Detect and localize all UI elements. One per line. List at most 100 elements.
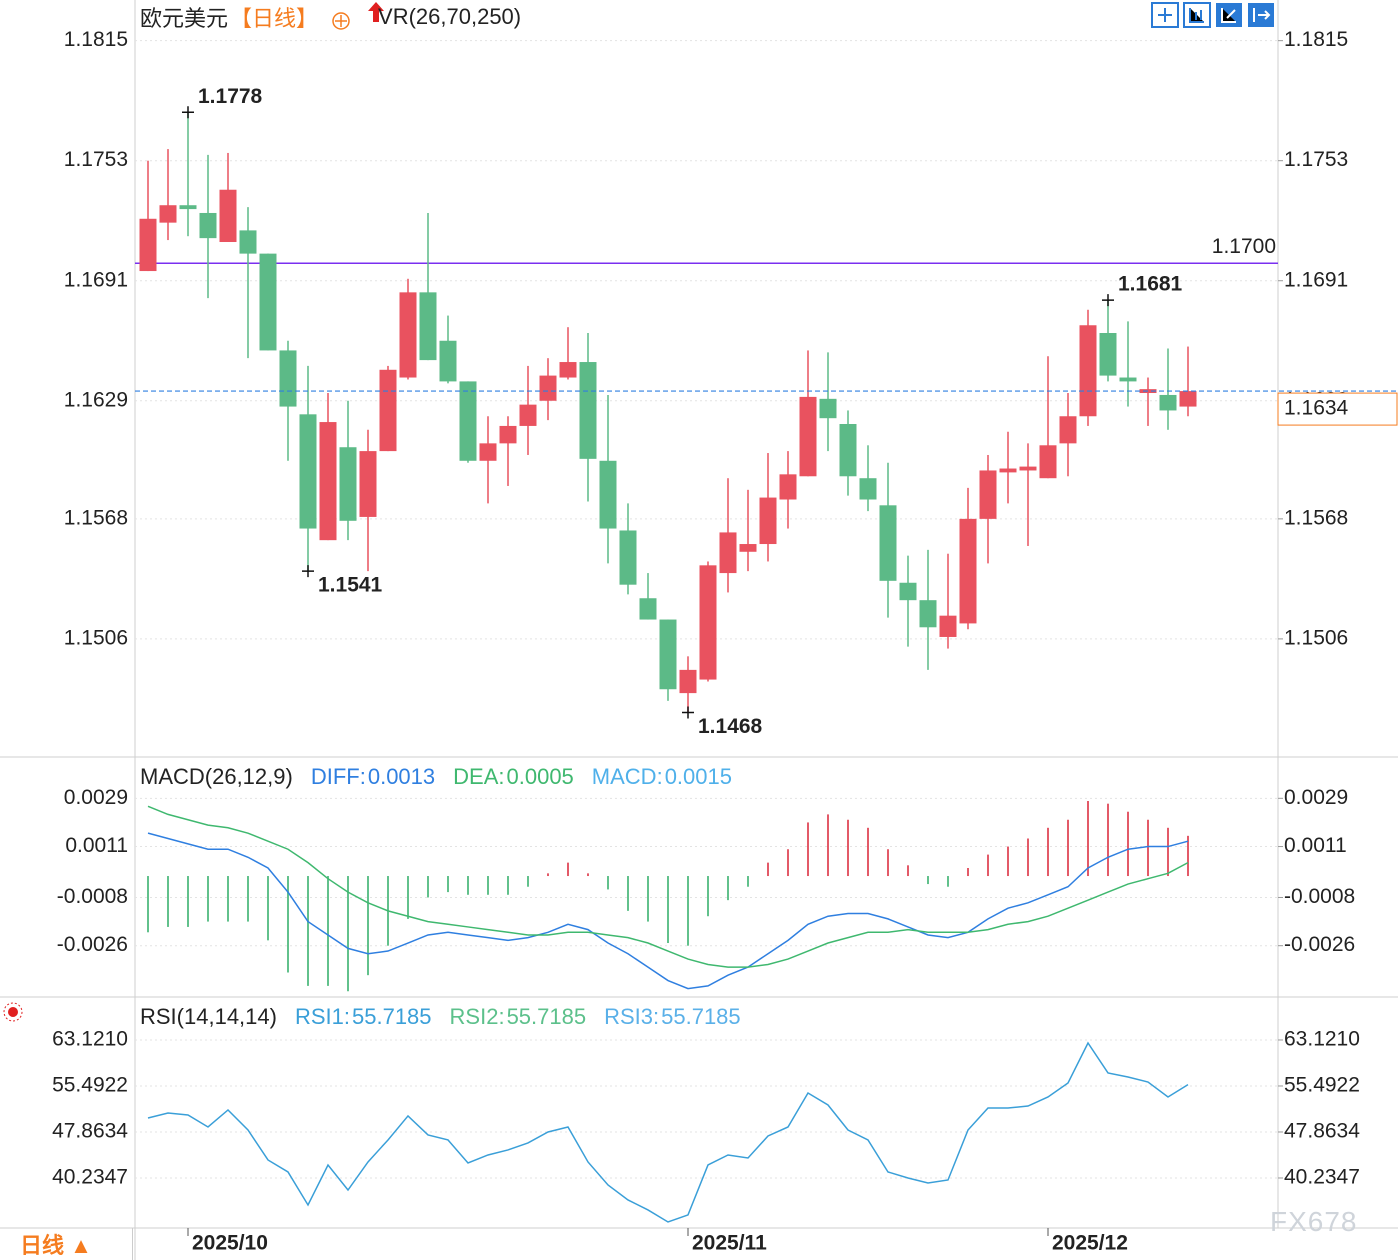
- candle-body: [559, 362, 577, 378]
- macd-title: MACD(26,12,9): [140, 764, 293, 789]
- legend-name: RSI2:: [449, 1004, 505, 1029]
- y-tick-label: 1.1506: [1284, 626, 1348, 649]
- add-icon[interactable]: [332, 12, 350, 30]
- rsi-legend: RSI(14,14,14) RSI1: 55.7185 RSI2: 55.7185 RS…: [140, 1003, 743, 1031]
- y-tick-label: 40.2347: [1284, 1166, 1360, 1189]
- y-tick-label: 1.1506: [64, 626, 128, 649]
- candle-body: [979, 470, 997, 519]
- candle-body: [259, 253, 277, 351]
- y-tick-label: 1.1815: [1284, 28, 1348, 51]
- candle-body: [1059, 416, 1077, 444]
- candle-body: [1039, 445, 1057, 479]
- y-tick-label: 1.1753: [1284, 148, 1348, 171]
- extreme-label: 1.1778: [198, 85, 263, 108]
- macd-line: [147, 832, 1189, 990]
- y-tick-label: 55.4922: [1284, 1074, 1360, 1097]
- y-tick-label: 1.1568: [1284, 506, 1348, 529]
- y-tick-label: 40.2347: [52, 1166, 128, 1189]
- rsi-title: RSI(14,14,14): [140, 1004, 277, 1029]
- extreme-marker: [182, 106, 194, 119]
- candle-body: [199, 212, 217, 239]
- y-tick-label: 0.0011: [65, 834, 128, 857]
- candle-body: [819, 398, 837, 419]
- candle-body: [439, 340, 457, 382]
- y-tick-label: 0.0029: [64, 786, 128, 809]
- macd-legend: MACD(26,12,9) DIFF: 0.0013 DEA: 0.0005 MACD:…: [140, 763, 734, 791]
- y-tick-label: 63.1210: [52, 1028, 128, 1051]
- candle-body: [379, 369, 397, 452]
- candle-body: [539, 375, 557, 401]
- candle-body: [459, 381, 477, 461]
- reference-label: 1.1700: [1212, 235, 1276, 258]
- period-label[interactable]: 【日线】: [230, 6, 319, 31]
- candle-body: [359, 451, 377, 517]
- candle-body: [479, 443, 497, 461]
- candle-body: [219, 189, 237, 243]
- y-tick-label: 1.1629: [64, 388, 128, 411]
- candle-body: [939, 615, 957, 637]
- instrument-title: 欧元美元: [140, 6, 229, 31]
- candle-body: [619, 530, 637, 585]
- candle-body: [659, 619, 677, 690]
- candle-body: [699, 565, 717, 680]
- y-tick-label: 1.1691: [64, 268, 128, 291]
- candle-body: [579, 362, 597, 459]
- y-tick-label: 47.8634: [1284, 1120, 1360, 1143]
- candle-body: [599, 460, 617, 529]
- y-tick-label: -0.0008: [1284, 885, 1355, 908]
- indicator-arrow-icon[interactable]: [368, 2, 384, 22]
- legend-value: 55.7185: [352, 1004, 432, 1029]
- y-tick-label: 63.1210: [1284, 1028, 1360, 1051]
- candle-body: [779, 474, 797, 500]
- candle-body: [239, 230, 257, 254]
- legend-value: 0.0013: [367, 764, 436, 789]
- candle-body: [639, 598, 657, 620]
- legend-name: MACD:: [591, 764, 663, 789]
- y-tick-label: 0.0029: [1284, 786, 1348, 809]
- last-price-label: 1.1634: [1284, 397, 1349, 420]
- extreme-marker: [1102, 294, 1114, 307]
- candle-body: [759, 497, 777, 545]
- candle-body: [959, 518, 977, 624]
- candle-body: [859, 478, 877, 500]
- candle-body: [319, 422, 337, 541]
- x-tick-label: 2025/11: [692, 1232, 767, 1255]
- legend-value: 0.0005: [506, 764, 574, 789]
- extreme-label: 1.1681: [1118, 273, 1183, 296]
- x-tick-label: 2025/12: [1052, 1232, 1128, 1255]
- legend-value: 55.7185: [506, 1004, 587, 1029]
- y-tick-label: 1.1753: [64, 148, 128, 171]
- legend-value: 55.7185: [661, 1004, 741, 1029]
- candle-body: [339, 447, 357, 521]
- candle-body: [519, 404, 537, 426]
- extreme-marker: [682, 706, 694, 719]
- rsi-line: [147, 1041, 1189, 1223]
- candle-body: [739, 544, 757, 552]
- y-tick-label: 47.8634: [52, 1120, 128, 1143]
- candle-body: [139, 218, 157, 272]
- rsi-icon[interactable]: [3, 1002, 23, 1022]
- legend-name: RSI3:: [604, 1004, 660, 1029]
- x-tick-label: 2025/10: [192, 1232, 268, 1255]
- candle-body: [799, 396, 817, 477]
- candle-body: [1079, 325, 1097, 417]
- legend-name: DEA:: [453, 764, 505, 789]
- candle-body: [399, 292, 417, 378]
- candle-body: [879, 505, 897, 581]
- candle-body: [179, 205, 197, 210]
- candle-body: [919, 600, 937, 628]
- candle-body: [159, 205, 177, 223]
- candle-body: [1119, 377, 1137, 382]
- candle-body: [719, 532, 737, 574]
- y-tick-label: -0.0026: [57, 933, 128, 956]
- y-tick-label: 1.1568: [64, 506, 128, 529]
- extreme-marker: [302, 565, 314, 578]
- toolbar-icons[interactable]: [1151, 2, 1274, 28]
- legend-name: RSI1:: [294, 1004, 350, 1029]
- period-button[interactable]: 日线 ▲: [0, 1228, 133, 1260]
- candle-body: [679, 669, 697, 694]
- extreme-label: 1.1541: [318, 574, 383, 597]
- legend-value: 0.0015: [664, 764, 732, 789]
